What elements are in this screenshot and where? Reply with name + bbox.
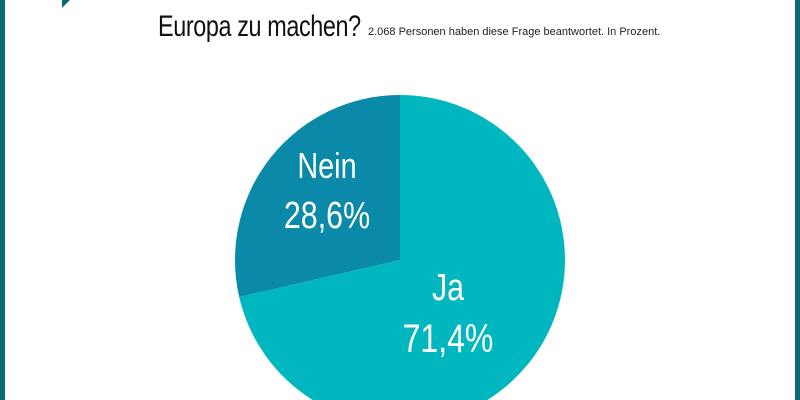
value-ja: 71,4% — [403, 316, 494, 361]
label-nein: Nein — [297, 145, 356, 186]
frame-border-left — [0, 0, 5, 400]
pie-slice-nein — [234, 94, 400, 297]
label-ja: Ja — [432, 267, 465, 309]
pie-slice-ja — [239, 95, 565, 400]
respondents-note: 2.068 Personen haben diese Frage beantwo… — [368, 26, 661, 38]
frame-border-right — [795, 0, 800, 400]
question-title: Europa zu machen? — [158, 10, 361, 43]
value-nein: 28,6% — [284, 195, 370, 237]
corner-decoration — [62, 0, 70, 8]
